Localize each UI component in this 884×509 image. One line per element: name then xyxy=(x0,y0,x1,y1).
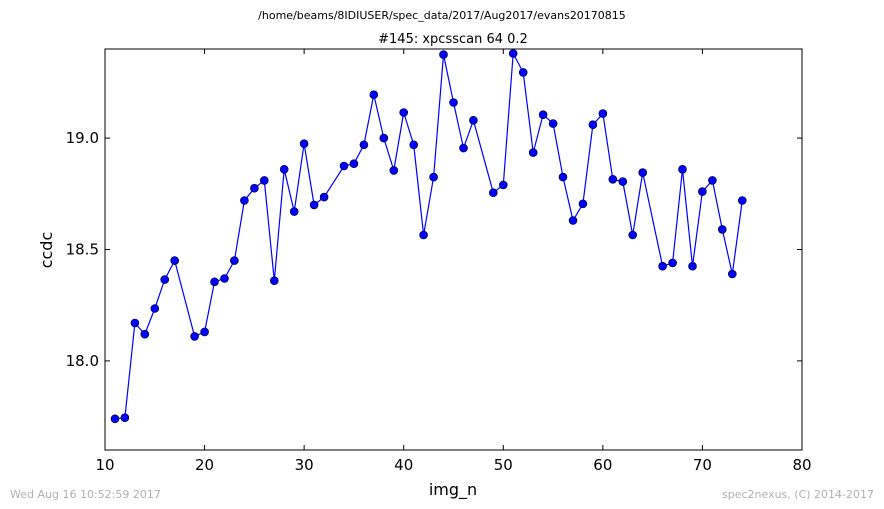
data-point xyxy=(439,50,448,59)
y-tick-label: 19.0 xyxy=(66,129,99,147)
x-tick-label: 40 xyxy=(394,456,413,474)
data-point xyxy=(528,148,538,157)
data-point xyxy=(459,143,468,153)
data-point xyxy=(419,230,428,240)
series-line xyxy=(114,51,743,420)
data-point xyxy=(349,159,359,168)
footer-timestamp: Wed Aug 16 10:52:59 2017 xyxy=(10,488,161,501)
data-point xyxy=(568,216,578,225)
data-point xyxy=(259,176,269,185)
data-point xyxy=(548,119,558,128)
x-tick-label: 50 xyxy=(494,456,513,474)
data-point xyxy=(339,161,349,171)
y-ticks: 18.0 18.5 19.0 xyxy=(66,129,802,370)
data-point xyxy=(598,109,608,118)
x-tick-label: 70 xyxy=(693,456,712,474)
data-point xyxy=(140,329,150,339)
data-point xyxy=(508,49,518,58)
x-axis-label: img_n xyxy=(429,480,477,500)
x-ticks: 10 20 30 40 50 60 70 80 xyxy=(95,49,812,474)
chart-title: #145: xpcsscan 64 0.2 xyxy=(378,32,528,47)
data-point xyxy=(190,332,199,341)
data-point xyxy=(727,269,737,279)
data-point xyxy=(688,261,697,271)
data-point xyxy=(717,225,727,234)
data-point xyxy=(240,196,249,205)
data-point xyxy=(150,304,160,313)
x-tick-label: 20 xyxy=(195,456,214,474)
x-tick-label: 10 xyxy=(95,456,114,474)
data-point xyxy=(289,207,299,216)
data-point xyxy=(299,139,309,148)
data-point xyxy=(399,108,409,117)
data-point xyxy=(708,176,717,185)
data-point xyxy=(170,256,179,265)
data-point xyxy=(210,277,219,287)
data-point xyxy=(608,175,618,184)
data-point xyxy=(120,413,130,423)
data-point xyxy=(449,98,458,107)
data-point xyxy=(558,172,568,182)
data-point xyxy=(538,110,548,119)
data-point xyxy=(130,318,140,328)
data-point xyxy=(638,168,648,177)
y-axis-label: ccdc xyxy=(37,232,56,269)
data-point xyxy=(618,177,628,186)
data-point xyxy=(110,414,120,424)
data-point xyxy=(488,188,498,197)
data-point xyxy=(279,165,289,174)
data-point xyxy=(668,258,677,268)
data-point xyxy=(628,230,638,240)
data-point xyxy=(469,116,478,125)
data-point xyxy=(578,199,588,209)
data-point xyxy=(230,256,239,265)
data-point xyxy=(409,140,419,150)
data-point xyxy=(220,274,229,283)
data-point xyxy=(309,200,319,210)
data-point xyxy=(678,165,687,174)
x-tick-label: 60 xyxy=(593,456,612,474)
data-point xyxy=(160,275,169,284)
data-point xyxy=(658,261,667,271)
data-point xyxy=(429,172,438,182)
data-point xyxy=(250,183,259,193)
data-point xyxy=(369,90,379,99)
data-point xyxy=(269,276,279,286)
data-point xyxy=(498,180,508,190)
axes-frame xyxy=(104,48,803,451)
y-tick-label: 18.0 xyxy=(66,352,99,370)
data-point xyxy=(737,196,747,205)
data-point xyxy=(698,187,707,196)
data-point xyxy=(389,166,399,175)
footer-copyright: spec2nexus, (C) 2014-2017 xyxy=(722,488,874,501)
y-tick-label: 18.5 xyxy=(66,241,99,259)
plot-area xyxy=(110,49,747,424)
path-title: /home/beams/8IDIUSER/spec_data/2017/Aug2… xyxy=(258,9,626,22)
x-tick-label: 30 xyxy=(295,456,314,474)
x-tick-label: 80 xyxy=(792,456,811,474)
data-point xyxy=(379,133,389,143)
data-point xyxy=(200,327,209,337)
data-point xyxy=(319,192,329,202)
data-point xyxy=(518,68,528,77)
data-point xyxy=(359,140,369,150)
data-point xyxy=(588,120,598,129)
